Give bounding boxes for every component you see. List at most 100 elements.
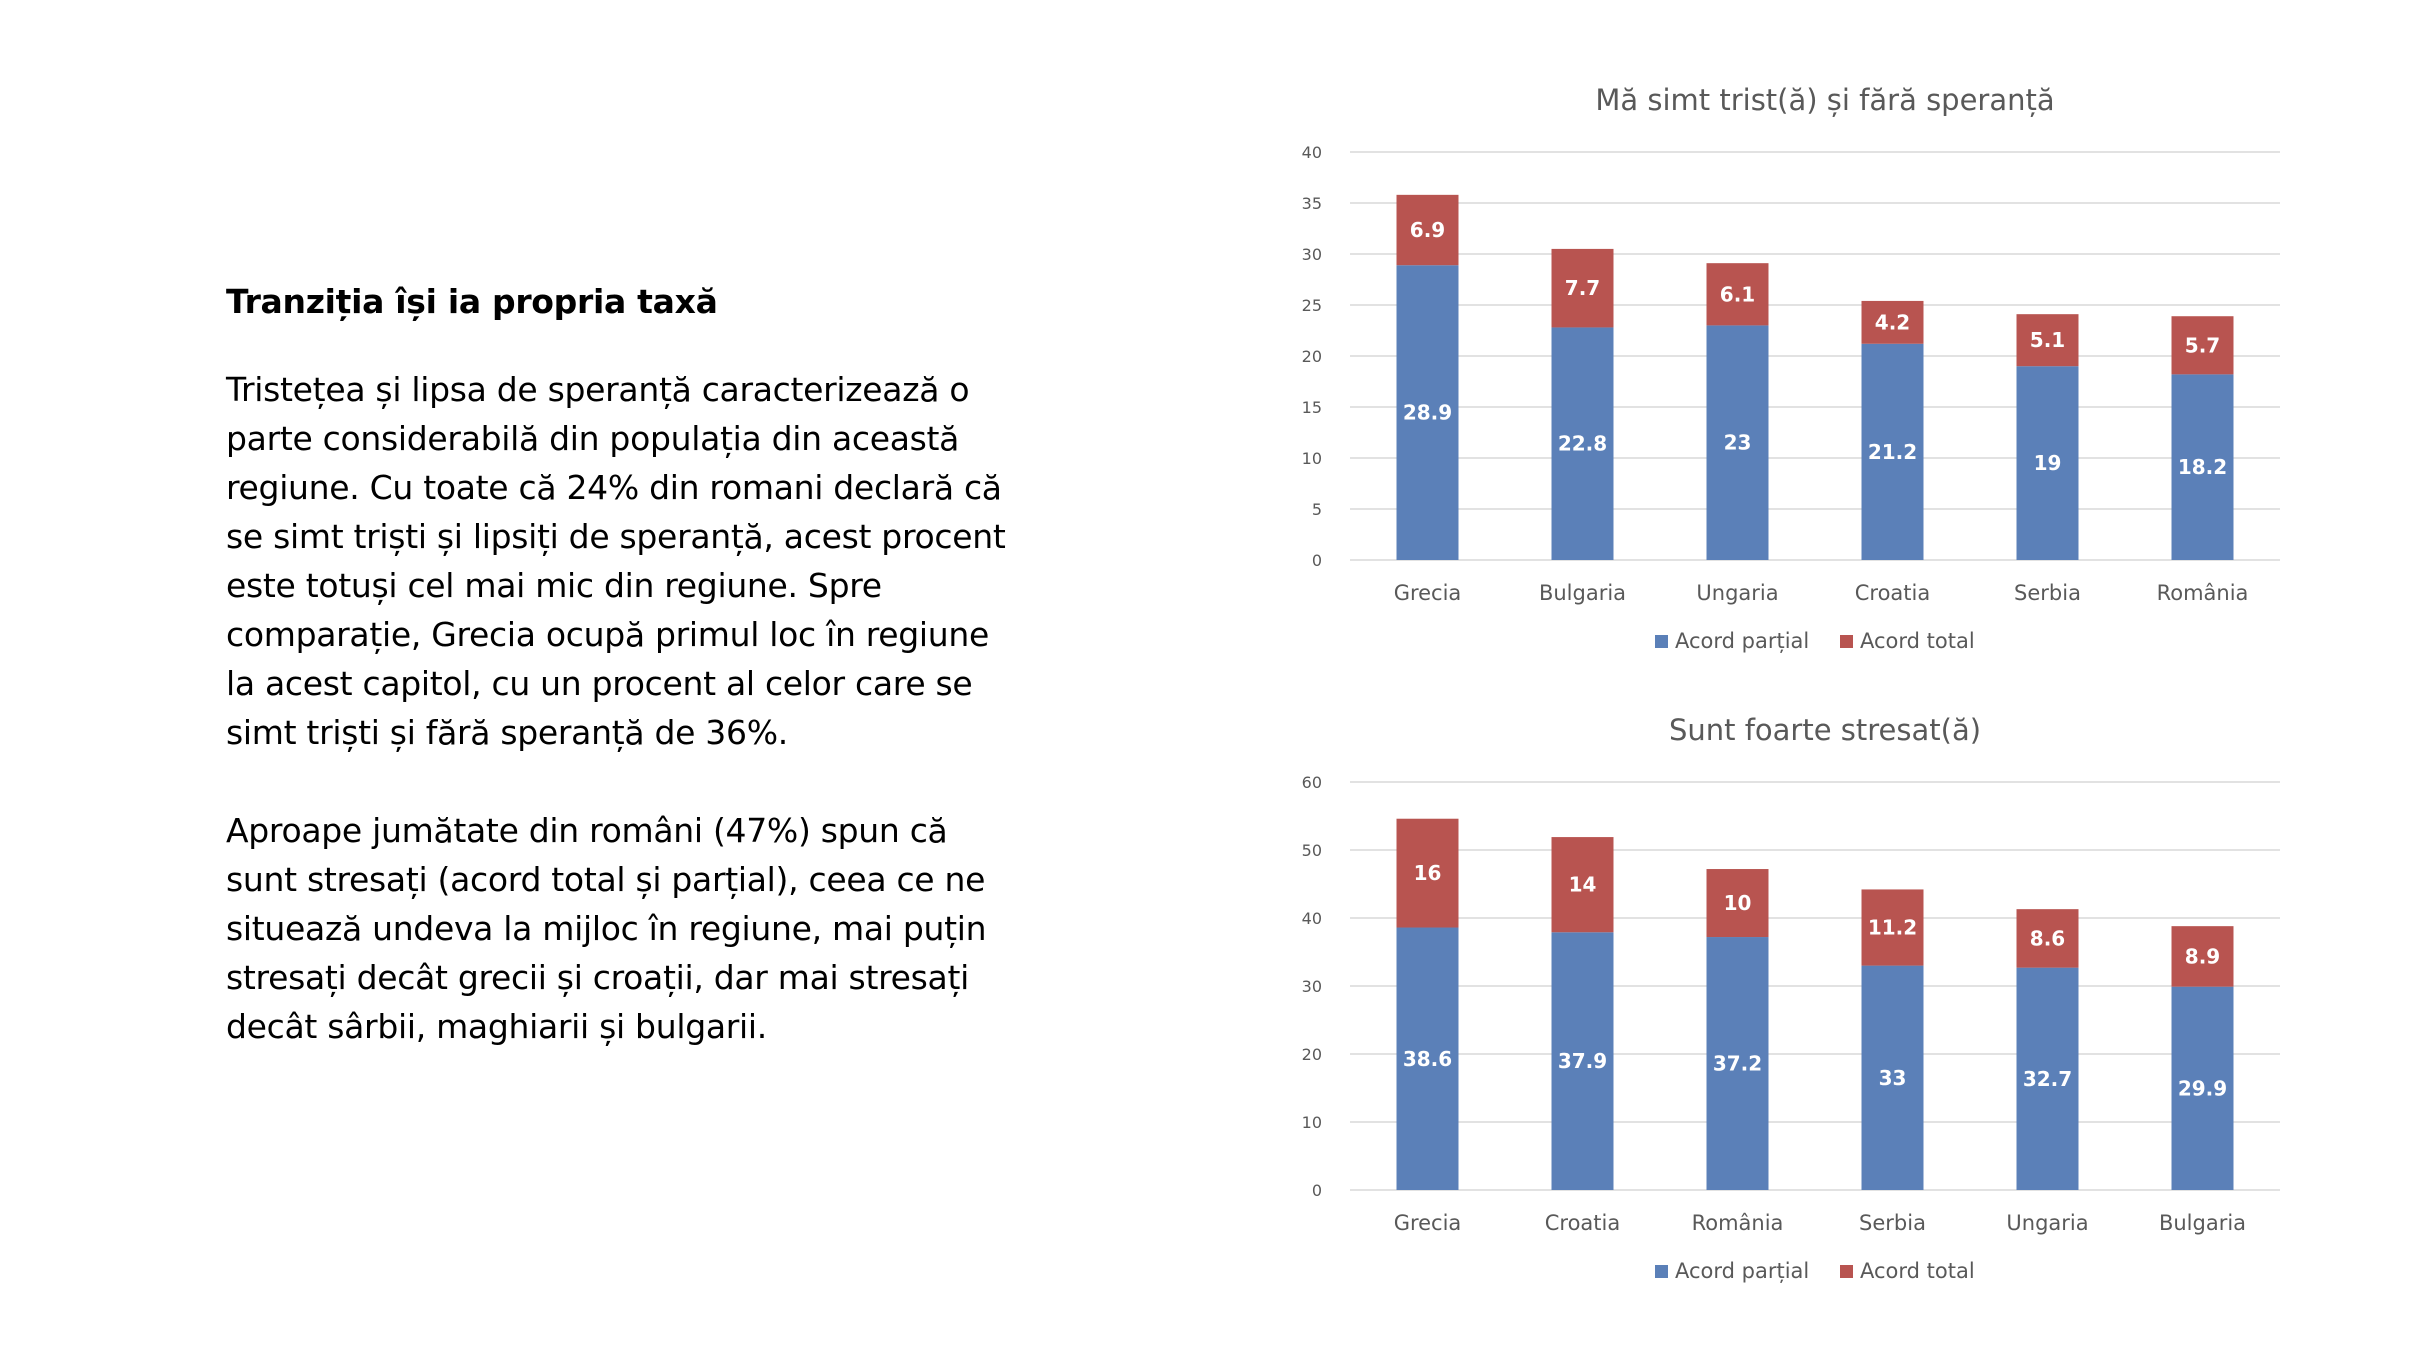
data-label: 14	[1569, 873, 1597, 897]
bar-total	[2171, 926, 2234, 987]
category-label: Ungaria	[2006, 1211, 2088, 1235]
data-label: 11.2	[1868, 916, 1917, 940]
paragraph-sadness: Tristețea și lipsa de speranță caracteri…	[226, 365, 1046, 757]
paragraph-line: stresați decât grecii și croații, dar ma…	[226, 958, 969, 997]
category-label: Croatia	[1855, 581, 1931, 605]
data-label: 23	[1724, 431, 1752, 455]
y-tick-label: 30	[1302, 977, 1322, 996]
legend-label: Acord total	[1860, 1259, 1975, 1283]
bar-total	[1396, 818, 1459, 928]
y-tick-label: 0	[1312, 1181, 1322, 1200]
section-heading: Tranziția își ia propria taxă	[226, 282, 718, 321]
data-label: 10	[1724, 891, 1752, 915]
paragraph-line: situează undeva la mijloc în regiune, ma…	[226, 909, 987, 948]
y-tick-label: 30	[1302, 245, 1322, 264]
data-label: 18.2	[2178, 455, 2227, 479]
bar-partial	[1861, 965, 1924, 1190]
data-label: 8.9	[2185, 944, 2220, 968]
bar-total	[2016, 314, 2079, 367]
bar-total	[1706, 869, 1769, 938]
y-tick-label: 10	[1302, 1113, 1322, 1132]
paragraph-line: comparație, Grecia ocupă primul loc în r…	[226, 615, 990, 654]
legend-label: Acord parțial	[1675, 629, 1809, 653]
chart-title: Sunt foarte stresat(ă)	[1669, 713, 1981, 747]
data-label: 19	[2034, 451, 2062, 475]
data-label: 38.6	[1403, 1047, 1452, 1071]
y-tick-label: 25	[1302, 296, 1322, 315]
paragraph-stress: Aproape jumătate din români (47%) spun c…	[226, 806, 1046, 1051]
bar-partial	[1861, 343, 1924, 560]
paragraph-line: se simt triști și lipsiți de speranță, a…	[226, 517, 1006, 556]
paragraph-line: este totuși cel mai mic din regiune. Spr…	[226, 566, 882, 605]
y-tick-label: 35	[1302, 194, 1322, 213]
data-label: 5.7	[2185, 333, 2220, 357]
chart-stress: Sunt foarte stresat(ă) 0 10 20 30 40 50 60 38.6 1…	[1302, 713, 2280, 1283]
bar-partial	[2171, 986, 2234, 1190]
data-label: 32.7	[2023, 1067, 2072, 1091]
chart-title: Mă simt trist(ă) și fără speranță	[1595, 83, 2054, 117]
category-label: Ungaria	[1696, 581, 1778, 605]
paragraph-line: Tristețea și lipsa de speranță caracteri…	[226, 370, 970, 409]
data-label: 21.2	[1868, 440, 1917, 464]
y-tick-label: 40	[1302, 909, 1322, 928]
data-label: 37.9	[1558, 1049, 1607, 1073]
bar-total	[1861, 300, 1924, 344]
category-label: Grecia	[1394, 1211, 1462, 1235]
legend-label: Acord total	[1860, 629, 1975, 653]
bar-partial	[2171, 374, 2234, 560]
category-label: Bulgaria	[1539, 581, 1626, 605]
bar-total	[1706, 263, 1769, 326]
bar-partial	[1551, 932, 1614, 1190]
data-label: 33	[1879, 1066, 1907, 1090]
legend-swatch	[1840, 635, 1853, 648]
chart-sadness: Mă simt trist(ă) și fără speranță 0 5 10 15 2…	[1302, 83, 2280, 653]
data-label: 29.9	[2178, 1076, 2227, 1100]
paragraph-line: parte considerabilă din populația din ac…	[226, 419, 960, 458]
bar-total	[1551, 248, 1614, 328]
data-label: 6.9	[1410, 218, 1445, 242]
legend-swatch	[1655, 635, 1668, 648]
data-label: 37.2	[1713, 1052, 1762, 1076]
category-label: România	[2157, 581, 2249, 605]
paragraph-line: Aproape jumătate din români (47%) spun c…	[226, 811, 948, 850]
bar-partial	[2016, 366, 2079, 560]
y-tick-label: 0	[1312, 551, 1322, 570]
bar-partial	[1396, 927, 1459, 1190]
category-label: Serbia	[1859, 1211, 1926, 1235]
paragraph-line: decât sârbii, maghiarii și bulgarii.	[226, 1007, 767, 1046]
category-label: Croatia	[1545, 1211, 1621, 1235]
data-label: 5.1	[2030, 328, 2065, 352]
bar-partial	[1706, 325, 1769, 560]
bar-partial	[1396, 265, 1459, 560]
data-label: 4.2	[1875, 310, 1910, 334]
category-label: Serbia	[2014, 581, 2081, 605]
data-label: 22.8	[1558, 432, 1607, 456]
paragraph-line: regiune. Cu toate că 24% din romani decl…	[226, 468, 1002, 507]
bar-total	[1396, 194, 1459, 266]
category-label: Bulgaria	[2159, 1211, 2246, 1235]
data-label: 28.9	[1403, 401, 1452, 425]
y-tick-label: 20	[1302, 1045, 1322, 1064]
y-tick-label: 5	[1312, 500, 1322, 519]
paragraph-line: la acest capitol, cu un procent al celor…	[226, 664, 973, 703]
category-label: Grecia	[1394, 581, 1462, 605]
y-tick-label: 50	[1302, 841, 1322, 860]
bar-total	[2171, 316, 2234, 375]
data-label: 8.6	[2030, 926, 2065, 950]
legend-swatch	[1655, 1265, 1668, 1278]
legend-label: Acord parțial	[1675, 1259, 1809, 1283]
y-tick-label: 10	[1302, 449, 1322, 468]
y-tick-label: 60	[1302, 773, 1322, 792]
paragraph-line: sunt stresați (acord total și parțial), …	[226, 860, 986, 899]
legend-swatch	[1840, 1265, 1853, 1278]
data-label: 6.1	[1720, 282, 1755, 306]
data-label: 16	[1414, 861, 1442, 885]
bar-partial	[1551, 327, 1614, 560]
bar-partial	[2016, 967, 2079, 1190]
bar-total	[2016, 909, 2079, 968]
y-tick-label: 40	[1302, 143, 1322, 162]
bar-partial	[1706, 937, 1769, 1190]
y-tick-label: 15	[1302, 398, 1322, 417]
paragraph-line: simt triști și fără speranță de 36%.	[226, 713, 788, 752]
y-tick-label: 20	[1302, 347, 1322, 366]
